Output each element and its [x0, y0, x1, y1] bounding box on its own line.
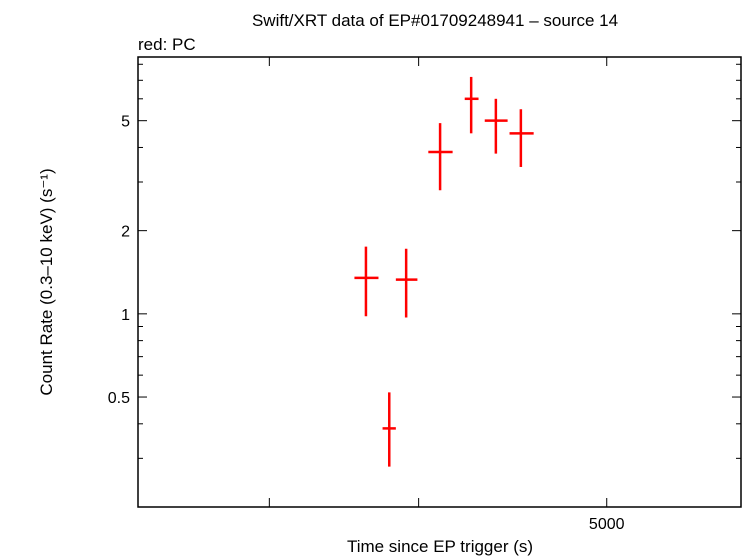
data-point	[464, 76, 479, 134]
chart-subtitle: red: PC	[138, 35, 196, 54]
y-tick-label: 1	[121, 307, 130, 324]
data-point	[484, 98, 508, 154]
y-axis-label: Count Rate (0.3–10 keV) (s⁻¹)	[37, 168, 56, 395]
data-point	[509, 109, 534, 167]
plot-frame	[137, 56, 742, 508]
data-point	[382, 392, 396, 467]
y-tick-label: 2	[121, 224, 130, 241]
data-point	[354, 246, 379, 317]
x-tick-label: 5000	[589, 516, 625, 533]
y-axis-ticks: 0.5 1 2 5	[108, 63, 741, 459]
y-tick-label: 5	[121, 114, 130, 131]
data-points	[354, 76, 534, 467]
x-axis-ticks: 5000	[268, 57, 625, 533]
data-point	[395, 248, 418, 318]
data-point	[428, 123, 453, 191]
y-tick-label: 0.5	[108, 390, 130, 407]
x-axis-label: Time since EP trigger (s)	[347, 537, 533, 556]
chart-title: Swift/XRT data of EP#01709248941 – sourc…	[252, 11, 618, 30]
